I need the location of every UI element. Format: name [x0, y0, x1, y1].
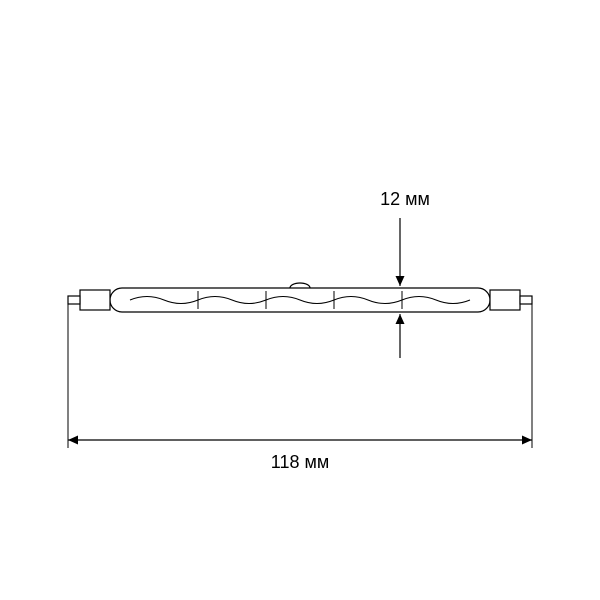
- diameter-label: 12 мм: [380, 189, 430, 209]
- technical-diagram: 12 мм 118 мм: [0, 0, 600, 600]
- length-label: 118 мм: [271, 452, 329, 472]
